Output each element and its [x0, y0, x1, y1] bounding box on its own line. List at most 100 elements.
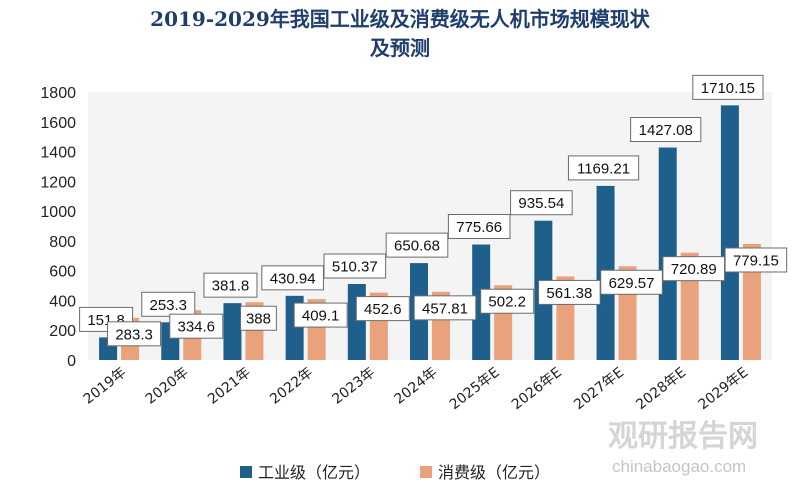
data-label-industrial: 775.66 — [447, 214, 511, 240]
data-label-text: 381.8 — [212, 278, 250, 295]
data-label-text: 510.37 — [332, 259, 378, 276]
data-label-box — [630, 117, 702, 143]
data-label-industrial: 253.3 — [141, 291, 196, 317]
x-tick-label: 2027年E — [571, 365, 627, 414]
data-label-industrial: 1169.21 — [567, 155, 640, 181]
data-label-box — [240, 305, 277, 331]
x-tick-label: 2021年 — [205, 365, 254, 408]
data-label-box — [600, 269, 663, 295]
data-label-industrial: 381.8 — [203, 272, 258, 298]
x-tick-label: 2024年 — [391, 365, 440, 408]
y-tick-label: 800 — [49, 234, 76, 251]
y-tick-label: 1000 — [40, 204, 76, 221]
data-label-consumer: 409.1 — [293, 302, 348, 328]
data-label-box — [510, 190, 573, 216]
data-label-text: 253.3 — [149, 297, 187, 314]
data-label-consumer: 388 — [240, 305, 277, 331]
bar-industrial — [347, 284, 366, 360]
legend-swatch-consumer — [420, 466, 432, 478]
y-tick-label: 600 — [49, 264, 76, 281]
data-label-industrial: 510.37 — [323, 253, 387, 279]
legend: 工业级（亿元） 消费级（亿元） — [240, 463, 550, 482]
data-label-box — [413, 295, 477, 321]
data-label-text: 502.2 — [488, 294, 526, 311]
data-label-industrial: 935.54 — [510, 190, 573, 216]
data-label-industrial: 1710.15 — [692, 74, 764, 100]
y-tick-label: 1200 — [40, 174, 76, 191]
x-tick-label: 2025年E — [447, 365, 503, 414]
data-label-text: 430.94 — [270, 270, 316, 287]
data-label-consumer: 629.57 — [600, 269, 663, 295]
data-label-box — [323, 253, 387, 279]
y-tick-label: 200 — [49, 323, 76, 340]
data-label-consumer: 502.2 — [480, 288, 535, 314]
data-label-text: 1169.21 — [577, 160, 630, 177]
data-label-box — [662, 256, 726, 282]
data-label-box — [203, 272, 258, 298]
y-tick-label: 1400 — [40, 145, 76, 162]
data-label-text: 409.1 — [302, 308, 340, 325]
data-label-text: 1427.08 — [639, 122, 693, 139]
y-tick-label: 400 — [49, 293, 76, 310]
data-label-consumer: 561.38 — [538, 279, 601, 305]
data-label-text: 935.54 — [518, 195, 564, 212]
x-tick-label: 2023年 — [329, 365, 378, 408]
watermark-url: chinabaogao.com — [612, 457, 746, 476]
data-label-consumer: 779.15 — [724, 247, 788, 273]
data-label-box — [447, 214, 511, 240]
data-label-box — [107, 321, 162, 347]
x-tick-label: 2022年 — [267, 365, 316, 408]
data-label-consumer: 334.6 — [169, 313, 224, 339]
data-label-consumer: 720.89 — [662, 256, 726, 282]
data-label-text: 779.15 — [733, 252, 779, 269]
bar-industrial — [720, 105, 739, 360]
x-axis: 2019年 2020年 2021年 2022年 2023年 2024年 2025年E 2026… — [81, 365, 752, 414]
data-label-box — [567, 155, 640, 181]
data-label-text: 457.81 — [422, 300, 468, 317]
data-label-industrial: 430.94 — [261, 265, 324, 291]
data-label-box — [692, 74, 764, 100]
chart-title-line-1: 2019-2029年我国工业级及消费级无人机市场规模现状 — [150, 7, 651, 31]
data-label-industrial: 1427.08 — [630, 117, 702, 143]
data-label-text: 561.38 — [546, 285, 592, 302]
legend-label-consumer: 消费级（亿元） — [438, 463, 550, 482]
data-label-box — [724, 247, 788, 273]
legend-swatch-industrial — [240, 466, 252, 478]
x-tick-label: 2020年 — [143, 365, 192, 408]
x-tick-label: 2028年E — [633, 365, 689, 414]
data-label-box — [293, 302, 348, 328]
legend-label-industrial: 工业级（亿元） — [258, 463, 370, 482]
y-axis: 0 200 400 600 800 1000 1200 1400 1600 1800 — [40, 85, 76, 370]
bar-industrial — [223, 303, 242, 360]
data-label-box — [355, 296, 410, 322]
data-label-text: 452.6 — [364, 301, 402, 318]
data-label-box — [385, 232, 449, 258]
data-label-consumer: 457.81 — [413, 295, 477, 321]
x-tick-label: 2019年 — [81, 365, 130, 408]
bar-industrial — [658, 147, 677, 360]
data-label-text: 388 — [246, 311, 271, 328]
data-label-box — [141, 291, 196, 317]
data-label-text: 650.68 — [394, 238, 440, 255]
x-tick-label: 2029年E — [695, 365, 751, 414]
data-label-consumer: 452.6 — [355, 296, 410, 322]
data-label-box — [261, 265, 324, 291]
x-tick-label: 2026年E — [509, 365, 565, 414]
chart-title-line-2: 及预测 — [370, 36, 430, 60]
data-label-text: 283.3 — [115, 326, 153, 343]
watermark-brand: 观研报告网 — [608, 419, 758, 454]
data-label-text: 775.66 — [456, 219, 502, 236]
data-label-box — [169, 313, 224, 339]
bar-consumer — [742, 243, 761, 360]
data-label-text: 334.6 — [177, 319, 215, 336]
y-tick-label: 1600 — [40, 115, 76, 132]
data-label-box — [538, 279, 601, 305]
data-label-consumer: 283.3 — [107, 321, 162, 347]
watermark: 观研报告网 chinabaogao.com — [608, 419, 758, 476]
data-label-text: 720.89 — [671, 261, 717, 278]
data-label-text: 629.57 — [609, 275, 655, 292]
y-tick-label: 0 — [67, 353, 76, 370]
data-label-industrial: 650.68 — [385, 232, 449, 258]
